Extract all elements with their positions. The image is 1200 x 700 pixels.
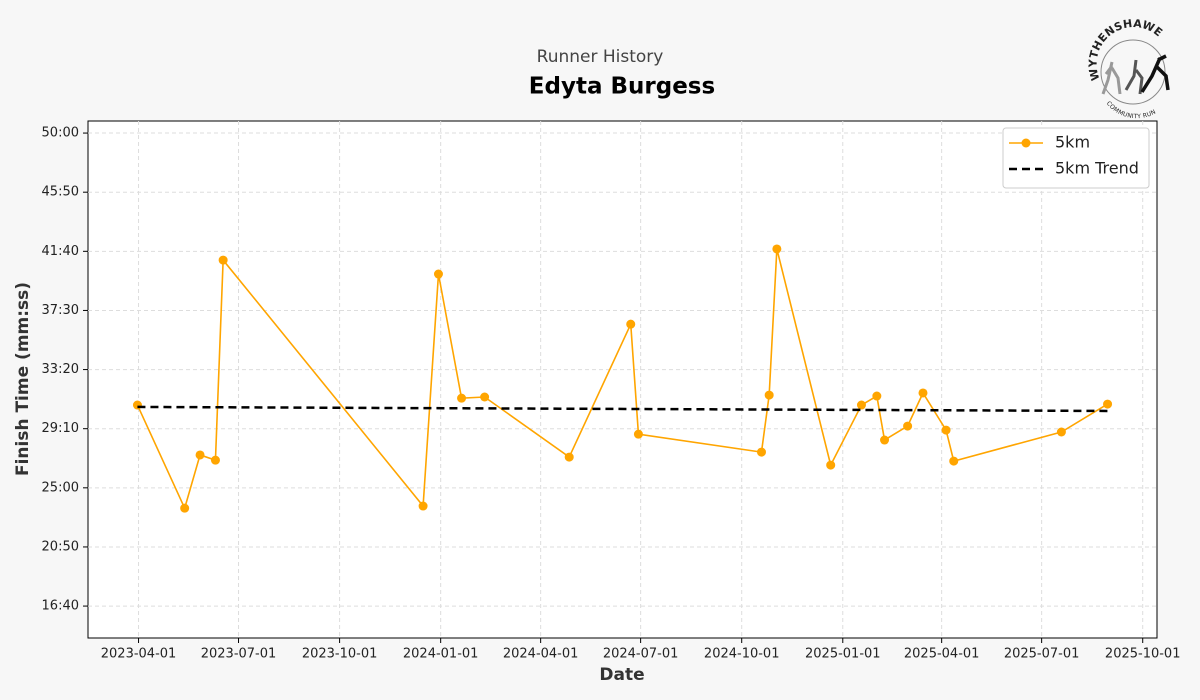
legend-marker — [1021, 138, 1031, 148]
grid — [88, 121, 1157, 638]
data-point — [772, 244, 782, 254]
logo: WYTHENSHAWE COMMUNITY RUN — [1086, 17, 1170, 120]
data-point — [1056, 427, 1066, 437]
data-point — [764, 390, 774, 400]
data-point — [626, 319, 636, 329]
x-tick-label: 2024-10-01 — [704, 647, 780, 662]
x-tick-label: 2025-04-01 — [904, 647, 980, 662]
trend-line — [137, 405, 1108, 413]
x-tick-label: 2024-04-01 — [503, 647, 579, 662]
data-point — [941, 425, 951, 435]
data-point — [826, 460, 836, 470]
x-tick-label: 2025-10-01 — [1105, 647, 1181, 662]
x-tick-label: 2023-07-01 — [201, 647, 277, 662]
x-tick-label: 2023-10-01 — [302, 647, 378, 662]
data-point — [418, 501, 428, 511]
x-tick-label: 2024-07-01 — [603, 647, 679, 662]
data-point — [633, 429, 643, 439]
x-axis-label: Date — [599, 665, 644, 685]
x-tick-label: 2024-01-01 — [403, 647, 479, 662]
y-tick-label: 33:20 — [42, 362, 79, 377]
data-point — [918, 388, 928, 398]
data-point — [756, 447, 766, 457]
y-axis-label: Finish Time (mm:ss) — [13, 282, 33, 476]
y-tick-label: 25:00 — [42, 480, 79, 495]
y-tick-label: 20:50 — [42, 539, 79, 554]
y-tick-label: 37:30 — [42, 303, 79, 318]
y-tick-label: 45:50 — [42, 185, 79, 200]
data-point — [433, 269, 443, 279]
data-point — [872, 391, 882, 401]
data-point — [180, 503, 190, 513]
chart-subtitle: Runner History — [537, 47, 664, 67]
data-point — [457, 393, 467, 403]
chart-title: Edyta Burgess — [529, 74, 715, 100]
logo-bottom: COMMUNITY RUN — [1105, 100, 1157, 120]
data-point — [903, 421, 913, 431]
y-tick-label: 16:40 — [42, 599, 79, 614]
legend-label: 5km Trend — [1055, 159, 1139, 178]
data-point — [480, 392, 490, 402]
plot-area — [87, 120, 1158, 639]
x-tick-label: 2025-07-01 — [1004, 647, 1080, 662]
logo-bottom-text: COMMUNITY RUN — [1105, 100, 1157, 120]
data-point — [949, 456, 959, 466]
y-tick-label: 50:00 — [42, 126, 79, 141]
data-point — [856, 400, 866, 410]
legend-label: 5km — [1055, 133, 1090, 152]
data-point — [880, 435, 890, 445]
y-tick-label: 29:10 — [42, 421, 79, 436]
x-tick-label: 2023-04-01 — [101, 647, 177, 662]
data-point — [195, 450, 205, 460]
y-tick-label: 41:40 — [42, 244, 79, 259]
data-point — [210, 455, 220, 465]
logo-ring — [1100, 39, 1166, 105]
data-point — [218, 255, 228, 265]
data-point — [564, 452, 574, 462]
x-tick-label: 2025-01-01 — [805, 647, 881, 662]
data-point — [1103, 399, 1113, 409]
